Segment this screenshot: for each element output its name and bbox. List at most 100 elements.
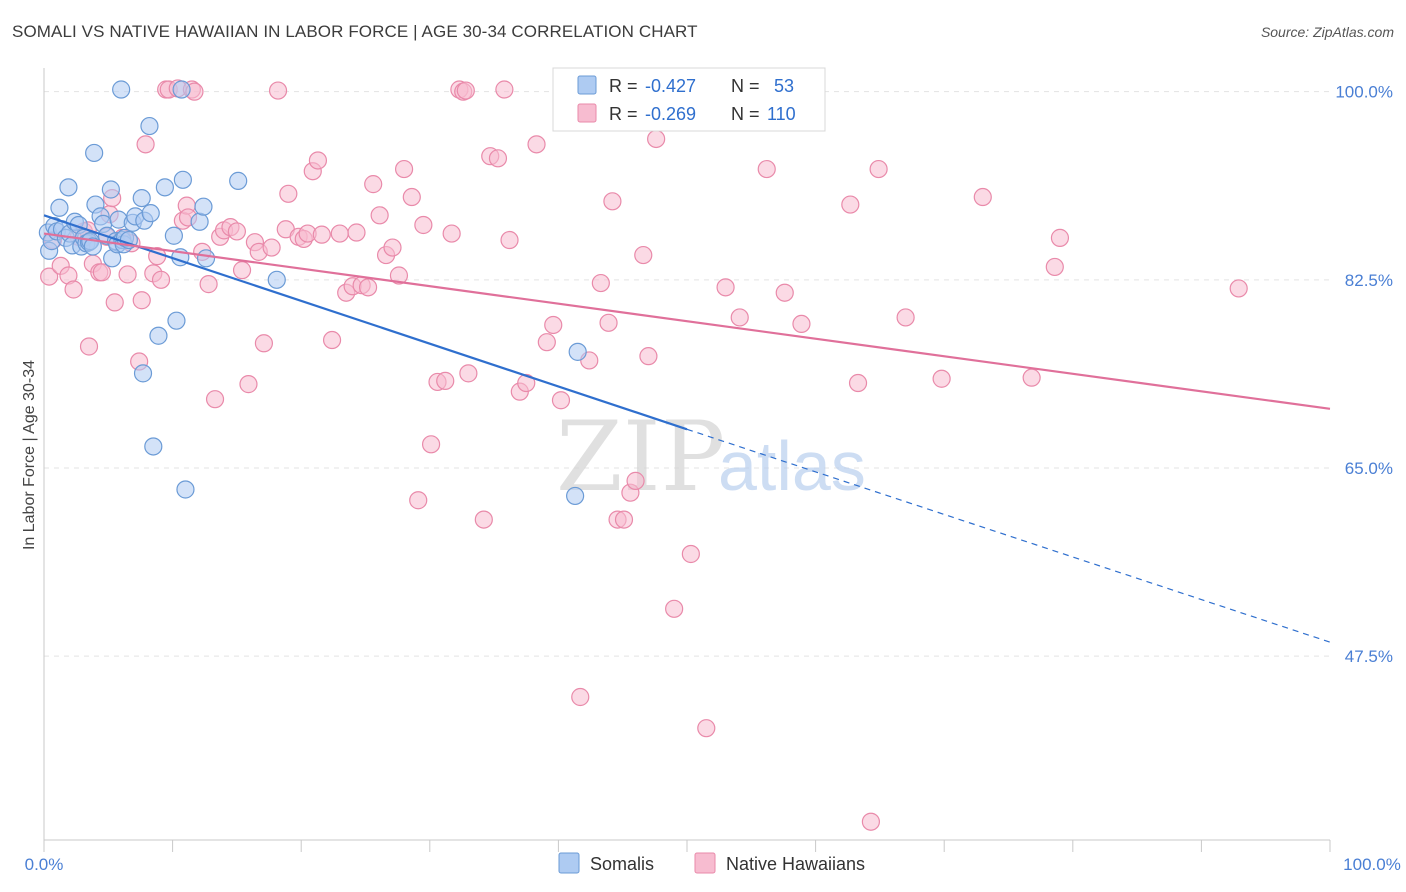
somali-point	[176, 480, 195, 499]
y-tick-label: 47.5%	[1345, 647, 1393, 666]
legend-box	[552, 67, 826, 132]
hawaiian-point	[370, 206, 389, 225]
hawaiian-point	[757, 159, 776, 179]
hawaiian-point	[227, 222, 246, 241]
watermark-atlas: atlas	[718, 427, 866, 505]
hawaiian-point	[634, 245, 653, 265]
correlation-legend: R = -0.427 N = 53 R = -0.269 N = 110	[552, 67, 826, 132]
bottom-legend-hawaiian-label: Native Hawaiians	[726, 854, 865, 874]
y-axis-tick-labels: 47.5% 65.0% 82.5% 100.0%	[1335, 83, 1393, 666]
somali-point	[164, 226, 183, 245]
hawaiian-point	[409, 491, 428, 510]
hawaiian-point	[551, 391, 571, 410]
hawaiian-point	[394, 159, 414, 179]
legend-hawaiian-n-label: N =	[731, 104, 760, 124]
hawaiian-point	[118, 265, 137, 284]
watermark-zip: ZIP	[556, 401, 725, 513]
hawaiian-point	[442, 224, 461, 243]
hawaiian-point	[268, 81, 288, 100]
hawaiian-point	[603, 192, 622, 211]
hawaiian-point	[697, 719, 716, 738]
native-hawaiian-points	[40, 79, 1248, 831]
legend-somali-n-value: 53	[774, 76, 794, 96]
hawaiian-point	[151, 270, 171, 289]
somali-point	[59, 178, 78, 197]
y-tick-label: 65.0%	[1345, 459, 1393, 478]
hawaiian-point	[730, 308, 749, 327]
hawaiian-point	[136, 135, 155, 154]
hawaiian-point	[199, 275, 218, 294]
somali-point	[140, 116, 159, 136]
bottom-legend-hawaiian-swatch	[694, 852, 716, 874]
hawaiian-point	[571, 687, 590, 707]
hawaiian-point	[495, 80, 514, 99]
somali-trend-line	[43, 214, 688, 431]
somali-trend-extension	[686, 428, 1331, 643]
hawaiian-point	[456, 81, 475, 100]
somali-point	[267, 270, 286, 289]
hawaiian-point	[79, 337, 99, 356]
legend-somali-r-label: R =	[609, 76, 638, 96]
grid-lines	[44, 91, 1330, 657]
hawaiian-point	[92, 263, 111, 282]
hawaiian-point	[364, 175, 383, 194]
hawaiian-point	[383, 238, 402, 257]
hawaiian-point	[232, 261, 252, 280]
somali-point	[173, 170, 192, 189]
legend-hawaiian-r-label: R =	[609, 104, 638, 124]
hawaiian-point	[358, 278, 378, 297]
hawaiian-point	[861, 812, 880, 831]
hawaiian-point	[389, 266, 409, 285]
hawaiian-point	[639, 347, 658, 366]
somali-point	[101, 180, 120, 199]
somali-point	[155, 178, 174, 197]
y-tick-label: 82.5%	[1345, 271, 1393, 290]
hawaiian-point	[932, 369, 951, 388]
hawaiian-point	[591, 273, 610, 293]
legend-hawaiian-n-value: 110	[767, 104, 796, 124]
somali-point	[112, 80, 131, 99]
y-axis-label: In Labor Force | Age 30-34	[21, 360, 38, 550]
hawaiian-point	[896, 308, 915, 327]
somali-points	[38, 80, 587, 506]
hawaiian-point	[1229, 279, 1248, 298]
hawaiian-trend-line	[43, 232, 1331, 410]
somali-point	[167, 311, 186, 330]
hawaiian-point	[308, 151, 328, 170]
somali-point	[149, 326, 168, 345]
hawaiian-point	[402, 187, 421, 207]
hawaiian-point	[347, 223, 366, 242]
hawaiian-point	[414, 215, 433, 235]
hawaiian-point	[775, 283, 794, 302]
somali-point	[83, 237, 102, 256]
legend-hawaiian-r-value: -0.269	[645, 104, 696, 124]
x-axis-ticks	[43, 840, 1331, 852]
hawaiian-point	[500, 230, 519, 250]
hawaiian-point	[716, 278, 735, 297]
hawaiian-point	[841, 195, 860, 214]
hawaiian-point	[239, 375, 258, 394]
somali-point	[194, 197, 213, 216]
hawaiian-point	[254, 334, 274, 353]
hawaiian-point	[132, 291, 151, 310]
hawaiian-point	[322, 330, 342, 350]
hawaiian-point	[330, 224, 349, 243]
hawaiian-point	[537, 333, 556, 352]
hawaiian-point	[599, 313, 618, 332]
hawaiian-point	[436, 371, 455, 390]
hawaiian-point	[40, 267, 59, 286]
somali-point	[190, 212, 209, 231]
x-tick-label-min: 0.0%	[25, 855, 64, 874]
hawaiian-point	[973, 187, 992, 207]
somali-point	[85, 143, 104, 163]
legend-somali-r-value: -0.427	[645, 76, 696, 96]
bottom-legend-somali-label: Somalis	[590, 854, 654, 874]
trend-lines	[43, 214, 1331, 643]
hawaiian-point	[105, 293, 124, 312]
somali-point	[566, 486, 585, 506]
somali-point	[144, 437, 163, 456]
hawaiian-point	[517, 373, 536, 393]
legend-somali-swatch	[577, 75, 597, 95]
hawaiian-point	[205, 390, 225, 409]
